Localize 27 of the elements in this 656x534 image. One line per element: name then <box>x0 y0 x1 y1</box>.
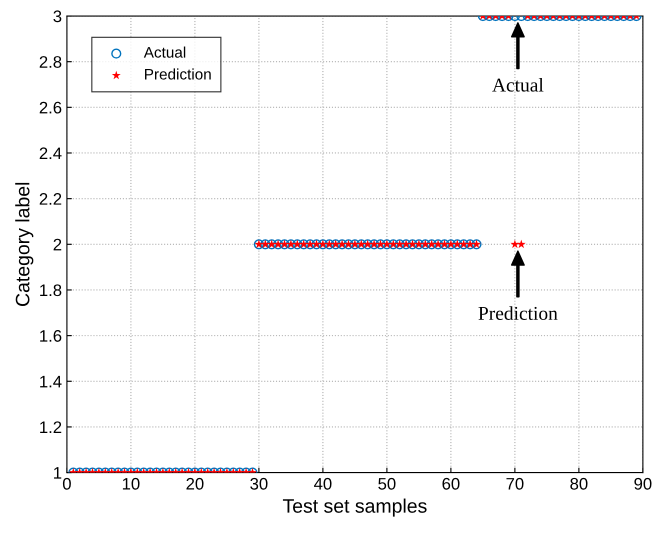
y-tick-label: 2.8 <box>40 56 62 68</box>
y-tick-label: 1.2 <box>40 421 62 433</box>
x-tick-label: 80 <box>570 478 588 490</box>
x-tick-label: 20 <box>186 478 204 490</box>
legend-label: Actual <box>144 46 186 58</box>
x-tick-label: 0 <box>62 478 71 490</box>
x-tick-label: 70 <box>506 478 524 490</box>
y-tick-label: 1 <box>54 467 62 479</box>
y-tick-label: 1.6 <box>40 330 62 342</box>
legend-label: Prediction <box>145 68 211 80</box>
y-axis-title: Category label <box>15 182 34 306</box>
y-tick-label: 1.4 <box>40 376 62 388</box>
y-tick-label: 1.8 <box>40 284 62 296</box>
y-tick-label: 2.4 <box>40 147 62 160</box>
x-tick-label: 40 <box>314 478 332 490</box>
x-tick-label: 30 <box>250 478 268 490</box>
x-tick-label: 60 <box>442 478 460 490</box>
annotation: Prediction <box>478 306 558 320</box>
x-tick-label: 90 <box>634 478 652 490</box>
y-tick-label: 2 <box>54 238 62 250</box>
y-tick-label: 3 <box>53 10 62 22</box>
y-tick-label: 2.6 <box>40 102 62 114</box>
x-axis-title: Test set samples <box>282 498 427 517</box>
annotation: Actual <box>492 78 544 92</box>
x-tick-label: 10 <box>122 478 140 490</box>
y-tick-label: 2.2 <box>40 193 62 205</box>
x-tick-label: 50 <box>378 478 396 490</box>
